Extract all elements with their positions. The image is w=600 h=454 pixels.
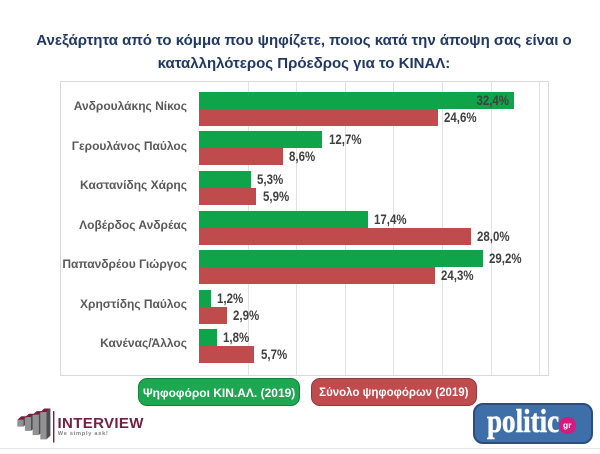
- svg-text:We simply ask!: We simply ask!: [58, 431, 109, 437]
- svg-text:INTERVIEW: INTERVIEW: [58, 415, 145, 432]
